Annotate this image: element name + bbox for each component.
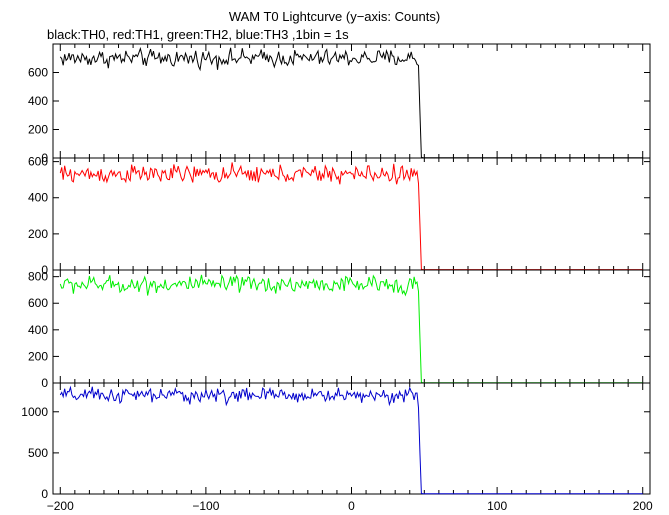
- panel-3-ytick-label-2: 1000: [21, 405, 48, 419]
- panel-1-ytick-label-2: 400: [28, 191, 48, 205]
- panel-2-ytick-label-3: 600: [28, 296, 48, 310]
- panel-3-ytick-label-1: 500: [28, 446, 48, 460]
- x-tick-label-0: −200: [47, 499, 74, 513]
- panel-3-series-line: [59, 385, 643, 495]
- panel-0-ytick-label-0: 0: [41, 151, 48, 165]
- x-tick-label-2: 0: [348, 499, 355, 513]
- panel-3-ytick-label-0: 0: [41, 487, 48, 501]
- chart-title: WAM T0 Lightcurve (y−axis: Counts): [228, 9, 441, 24]
- panel-0-ytick-label-1: 200: [28, 123, 48, 137]
- panel-2-ytick-label-2: 400: [28, 323, 48, 337]
- panel-1-frame: [52, 157, 651, 271]
- panel-0-ytick-label-3: 600: [28, 66, 48, 80]
- panel-2-frame: [52, 269, 651, 384]
- panel-1-series-line: [59, 162, 643, 271]
- panel-2-ytick-label-4: 800: [28, 270, 48, 284]
- panel-0-series-line: [59, 46, 643, 159]
- panel-1-ytick-label-0: 0: [41, 263, 48, 277]
- panel-2-ytick-label-0: 0: [41, 376, 48, 390]
- panel-2-ytick-label-1: 200: [28, 349, 48, 363]
- x-tick-label-3: 100: [487, 499, 507, 513]
- chart-subtitle: black:TH0, red:TH1, green:TH2, blue:TH3 …: [47, 27, 349, 42]
- panel-2-series-line: [59, 274, 643, 384]
- panel-1-ytick-label-3: 600: [28, 155, 48, 169]
- panel-0-ytick-label-2: 400: [28, 94, 48, 108]
- panel-3-frame: [52, 382, 651, 495]
- panel-1-ytick-label-1: 200: [28, 227, 48, 241]
- x-tick-label-1: −100: [192, 499, 219, 513]
- x-tick-label-4: 200: [633, 499, 653, 513]
